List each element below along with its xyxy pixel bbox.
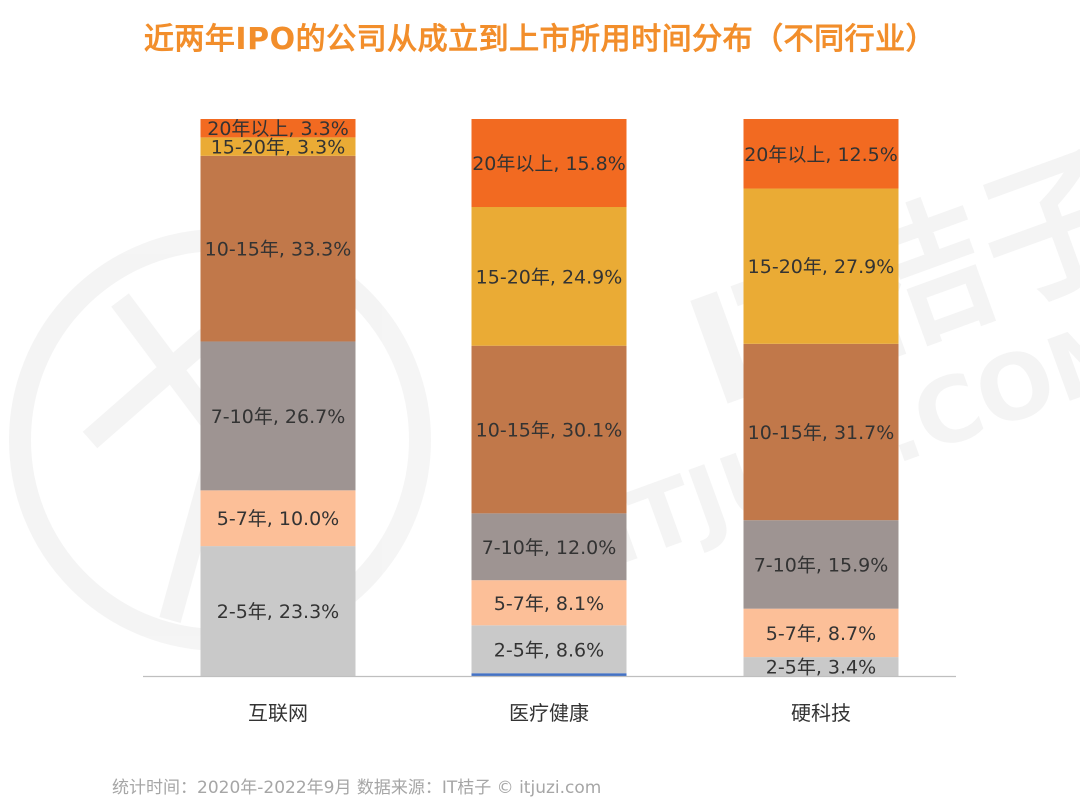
x-tick-label: 硬科技: [791, 701, 851, 725]
data-label: 10-15年, 31.7%: [748, 422, 895, 444]
bar-segment-10-15年-医疗健康: [471, 345, 627, 514]
data-label: 15-20年, 27.9%: [748, 256, 895, 278]
bar-segment-5-7年-硬科技: [743, 608, 899, 658]
bar-segment-7-10年-互联网: [200, 341, 356, 491]
data-label: 2-5年, 23.3%: [217, 601, 339, 623]
bar-segment-10-15年-互联网: [200, 155, 356, 342]
data-label: 15-20年, 24.9%: [476, 266, 623, 288]
chart-title: 近两年IPO的公司从成立到上市所用时间分布（不同行业）: [143, 22, 937, 57]
data-label: 15-20年, 3.3%: [211, 137, 346, 159]
data-label: 5-7年, 10.0%: [217, 508, 339, 530]
bar-segment-2-5年-医疗健康: [471, 625, 627, 674]
bar-segment-2-5年-互联网: [200, 546, 356, 676]
bar-segment-20年以上-医疗健康: [471, 119, 627, 208]
bar-segment-20年以上-互联网: [200, 119, 356, 138]
data-label: 10-15年, 30.1%: [476, 420, 623, 442]
bar-segment-1-2年-医疗健康: [471, 673, 627, 676]
data-label: 7-10年, 26.7%: [211, 406, 346, 428]
data-label: 20年以上, 15.8%: [472, 153, 626, 175]
data-label: 2-5年, 3.4%: [766, 657, 876, 679]
bar-segment-15-20年-互联网: [200, 137, 356, 156]
footer-source-note: 统计时间：2020年-2022年9月 数据来源：IT桔子 © itjuzi.co…: [112, 778, 602, 798]
bar-segment-5-7年-互联网: [200, 490, 356, 547]
bar-segment-10-15年-硬科技: [743, 343, 899, 521]
bar-segment-7-10年-硬科技: [743, 520, 899, 609]
data-label: 2-5年, 8.6%: [494, 639, 604, 661]
data-label: 7-10年, 12.0%: [482, 537, 617, 559]
bar-segment-15-20年-硬科技: [743, 188, 899, 344]
data-label: 20年以上, 3.3%: [207, 118, 349, 140]
data-label: 5-7年, 8.1%: [494, 593, 604, 615]
bar-segment-15-20年-医疗健康: [471, 207, 627, 346]
data-label: 5-7年, 8.7%: [766, 623, 876, 645]
bar-segment-7-10年-医疗健康: [471, 513, 627, 581]
x-tick-label: 医疗健康: [509, 701, 589, 725]
data-label: 10-15年, 33.3%: [205, 239, 352, 261]
bar-segment-20年以上-硬科技: [743, 119, 899, 189]
data-label: 20年以上, 12.5%: [744, 144, 898, 166]
bar-segment-5-7年-医疗健康: [471, 580, 627, 626]
x-tick-label: 互联网: [248, 701, 308, 725]
data-label: 7-10年, 15.9%: [754, 554, 889, 576]
bar-segment-2-5年-硬科技: [743, 657, 899, 676]
